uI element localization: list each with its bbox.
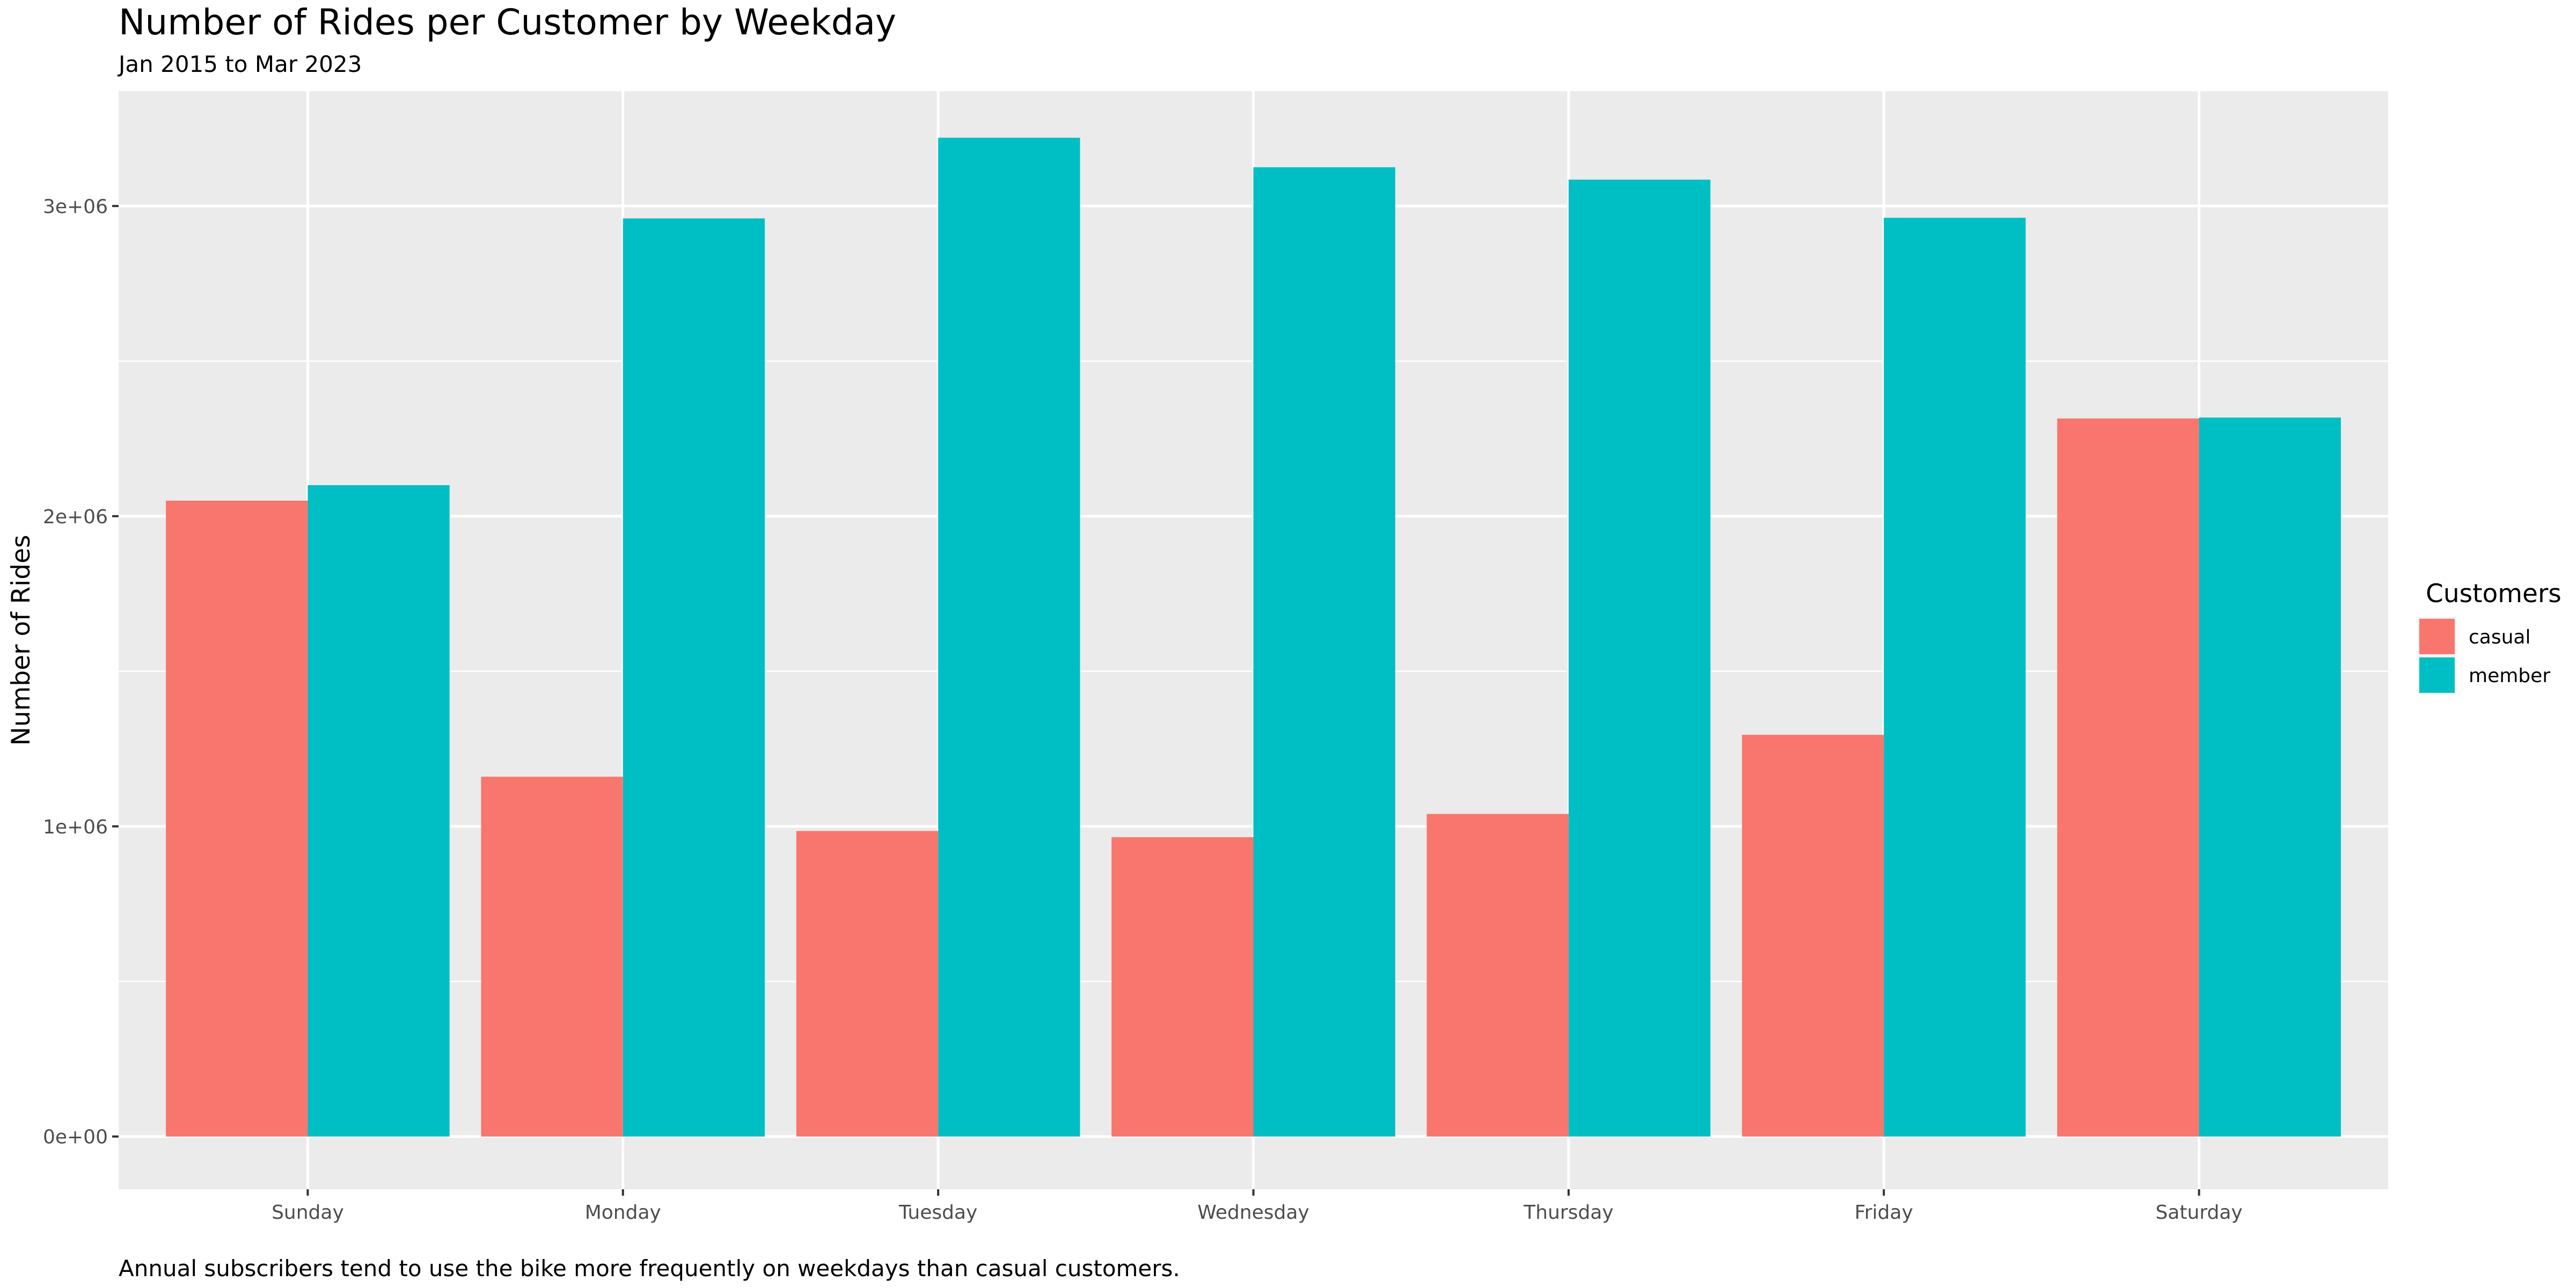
bars xyxy=(166,137,2341,1137)
legend-key-member xyxy=(2419,657,2455,693)
y-tick-label: 1e+06 xyxy=(43,816,108,838)
x-tick-label: Monday xyxy=(585,1202,661,1224)
y-axis: 0e+00 1e+06 2e+06 3e+06 xyxy=(43,196,119,1148)
bar-casual-saturday xyxy=(2057,418,2199,1137)
x-axis: Sunday Monday Tuesday Wednesday Thursday Frid… xyxy=(272,1189,2243,1224)
bar-member-thursday xyxy=(1568,179,1711,1137)
legend-key-casual xyxy=(2419,619,2455,654)
bar-member-monday xyxy=(623,218,765,1137)
bar-casual-wednesday xyxy=(1111,837,1254,1137)
chart-subtitle: Jan 2015 to Mar 2023 xyxy=(117,51,362,77)
x-tick-label: Tuesday xyxy=(898,1202,977,1224)
legend-title: Customers xyxy=(2426,579,2562,609)
chart-caption: Annual subscribers tend to use the bike … xyxy=(119,1255,1180,1282)
chart-title: Number of Rides per Customer by Weekday xyxy=(119,2,896,43)
bar-casual-thursday xyxy=(1426,814,1569,1137)
bar-member-tuesday xyxy=(938,137,1080,1137)
y-tick-label: 3e+06 xyxy=(43,196,108,218)
x-tick-label: Wednesday xyxy=(1197,1202,1309,1224)
bar-member-friday xyxy=(1884,217,2026,1137)
y-axis-title: Number of Rides xyxy=(6,535,36,746)
x-tick-label: Thursday xyxy=(1523,1202,1613,1224)
legend-label-member: member xyxy=(2469,665,2550,687)
x-tick-label: Sunday xyxy=(272,1202,344,1224)
bar-casual-monday xyxy=(481,777,623,1137)
x-tick-label: Friday xyxy=(1855,1202,1913,1224)
bar-casual-sunday xyxy=(166,500,308,1137)
bar-casual-friday xyxy=(1741,735,1884,1137)
bar-member-saturday xyxy=(2199,418,2341,1137)
legend-label-casual: casual xyxy=(2469,626,2531,648)
y-tick-label: 0e+00 xyxy=(43,1126,108,1148)
y-tick-label: 2e+06 xyxy=(43,506,108,528)
bar-member-sunday xyxy=(308,485,450,1137)
x-tick-label: Saturday xyxy=(2155,1202,2242,1224)
bar-member-wednesday xyxy=(1253,167,1395,1137)
bar-casual-tuesday xyxy=(796,831,939,1137)
legend: Customers casual member xyxy=(2418,579,2562,694)
